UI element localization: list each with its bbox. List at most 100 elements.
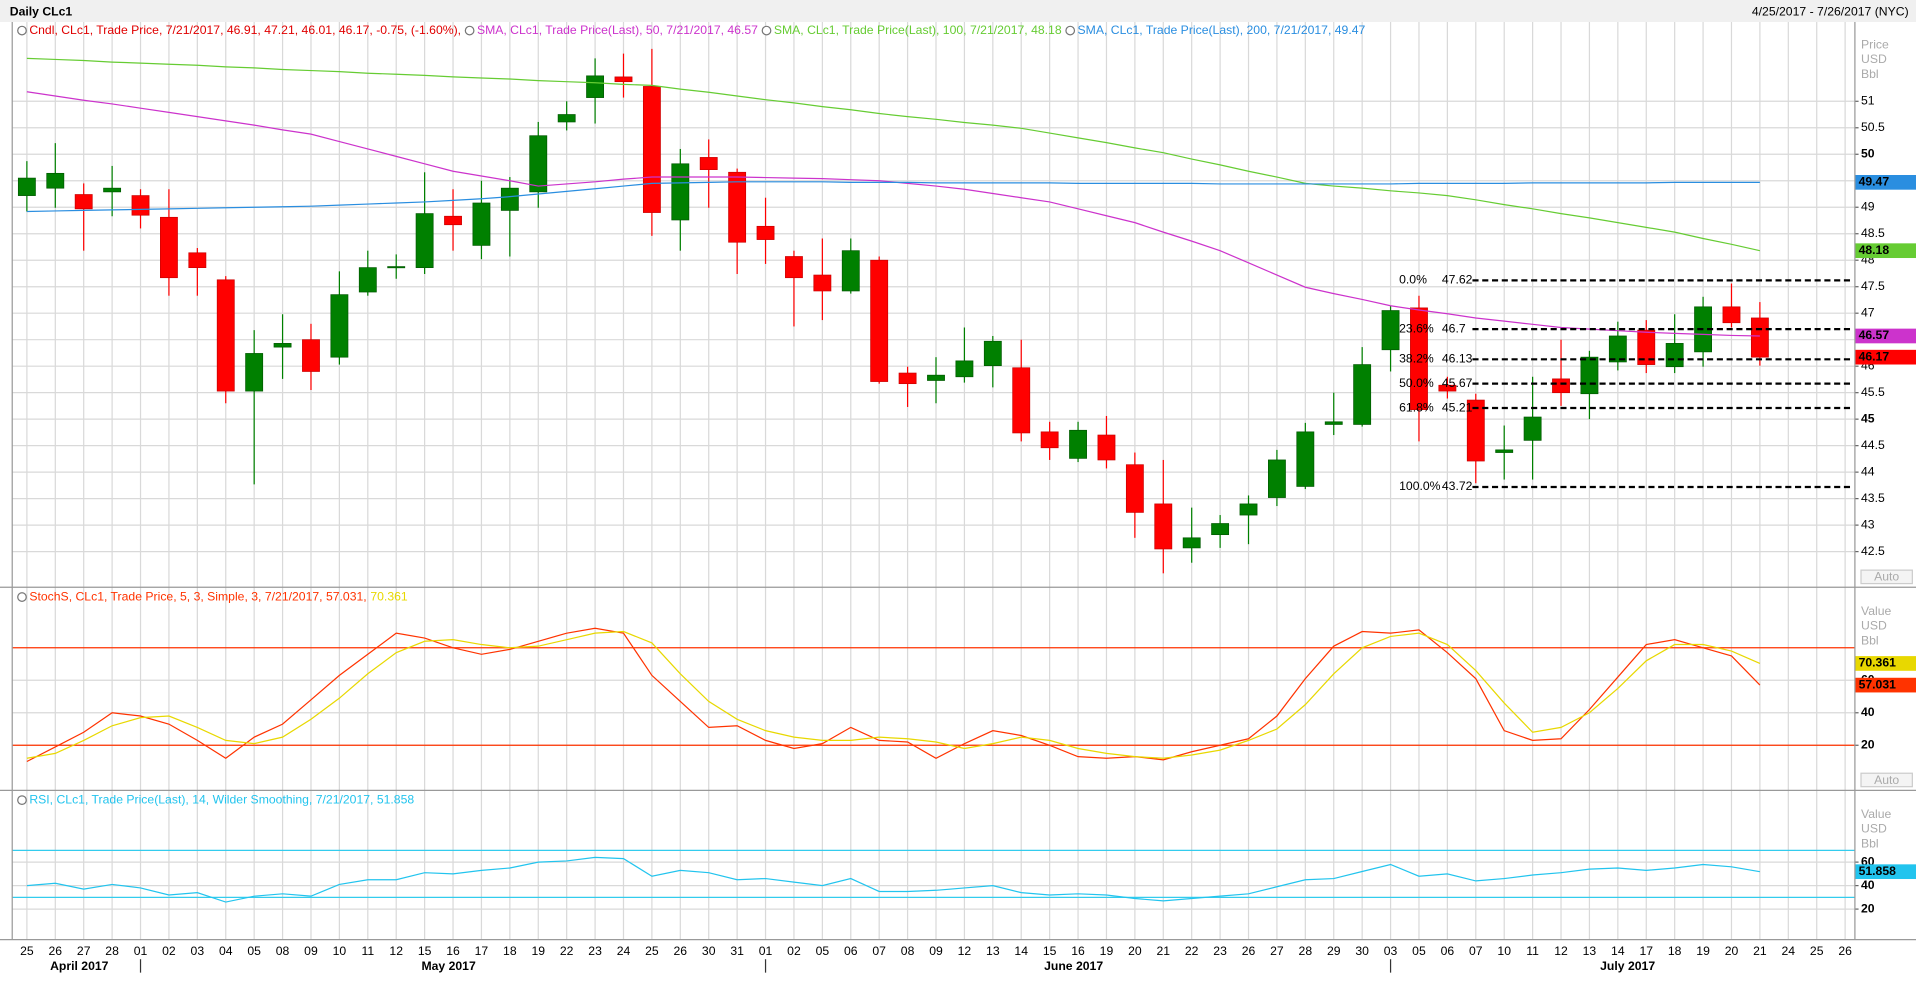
x-tick-label: 20: [1725, 944, 1739, 958]
candle-body: [1523, 416, 1542, 441]
auto-button[interactable]: Auto: [1860, 569, 1913, 585]
legend-entry: RSI, CLc1, Trade Price(Last), 14, Wilder…: [29, 792, 414, 806]
x-tick-label: 04: [219, 944, 233, 958]
legend-entry: SMA, CLc1, Trade Price(Last), 100, 7/21/…: [774, 23, 1062, 37]
candle-body: [216, 279, 235, 392]
x-tick-label: 05: [816, 944, 830, 958]
x-tick-label: 27: [1270, 944, 1284, 958]
fib-value: 45.67: [1442, 376, 1473, 390]
x-tick-label: 31: [730, 944, 744, 958]
candle-body: [273, 343, 292, 348]
y-tick-label: 50.5: [1861, 120, 1885, 134]
auto-button-label: Auto: [1874, 570, 1899, 584]
auto-button-box: [1860, 772, 1913, 788]
value-box-label: 51.858: [1859, 864, 1897, 878]
y-tick-label: 20: [1861, 901, 1875, 915]
candle-body: [1552, 378, 1570, 394]
legend-icon: [761, 25, 772, 36]
candle-body: [642, 86, 661, 213]
candle-body: [557, 114, 576, 123]
candle-body: [1239, 503, 1258, 516]
candle-body: [983, 340, 1002, 367]
x-tick-label: 18: [1668, 944, 1682, 958]
candle-body: [1722, 306, 1741, 324]
value-box: [1854, 656, 1916, 671]
legend-entry: 70.361: [370, 589, 408, 603]
candle-body: [1182, 537, 1201, 549]
candle-body: [1211, 523, 1230, 536]
fib-percent: 61.8%: [1399, 400, 1434, 414]
y-tick-label: 40: [1861, 705, 1875, 719]
x-tick-label: 12: [1554, 944, 1568, 958]
candle-body: [17, 177, 36, 196]
candle-body: [870, 259, 889, 382]
y-tick-label: 40: [1861, 878, 1875, 892]
date-range: 4/25/2017 - 7/26/2017 (NYC): [1752, 4, 1909, 18]
candle-body: [728, 171, 747, 243]
x-tick-label: 03: [1384, 944, 1398, 958]
month-label: July 2017: [1600, 959, 1655, 973]
x-tick-label: 23: [588, 944, 602, 958]
candle-body: [529, 135, 548, 193]
candle-body: [671, 163, 690, 221]
candle-body: [1012, 367, 1031, 434]
candle-body: [841, 250, 860, 292]
x-tick-label: 27: [77, 944, 91, 958]
value-box: [1854, 243, 1916, 259]
x-tick-label: 19: [531, 944, 545, 958]
y-tick-label: 44.5: [1861, 438, 1885, 452]
x-tick-label: 12: [389, 944, 403, 958]
candle-body: [927, 374, 945, 381]
x-tick-label: 26: [674, 944, 688, 958]
candle-body: [1097, 434, 1116, 461]
chart-title: Daily CLc1: [10, 4, 73, 18]
legend-icon: [17, 25, 27, 36]
candle-body: [1069, 429, 1087, 459]
y-tick-label: 45.5: [1861, 385, 1885, 399]
x-tick-label: 02: [787, 944, 801, 958]
candle-body: [1750, 317, 1769, 358]
candle-body: [1466, 399, 1485, 462]
indicator-line: [26, 630, 1761, 759]
x-tick-label: 22: [560, 944, 574, 958]
y-tick-label: 43: [1861, 517, 1875, 531]
x-tick-label: 13: [986, 944, 1000, 958]
legend-entry: Cndl, CLc1, Trade Price, 7/21/2017, 46.9…: [29, 23, 461, 37]
candle-body: [103, 187, 122, 193]
auto-button[interactable]: Auto: [1860, 772, 1913, 788]
y-tick-label: 50: [1861, 146, 1875, 160]
legend-icon: [464, 25, 475, 36]
x-tick-label: 21: [1156, 944, 1170, 958]
candle-body: [1495, 449, 1514, 453]
value-box-label: 57.031: [1859, 677, 1897, 691]
candle-body: [813, 274, 832, 292]
x-tick-label: 07: [872, 944, 886, 958]
y-tick-label: 48.5: [1861, 226, 1885, 240]
x-tick-label: 28: [1299, 944, 1313, 958]
x-tick-label: 23: [1213, 944, 1227, 958]
month-label: May 2017: [421, 959, 476, 973]
x-tick-label: 08: [276, 944, 290, 958]
candle-body: [1324, 421, 1343, 425]
x-tick-label: 25: [20, 944, 34, 958]
x-tick-label: 19: [1696, 944, 1710, 958]
x-tick-label: 05: [1412, 944, 1426, 958]
x-tick-label: 07: [1469, 944, 1483, 958]
x-tick-label: 22: [1185, 944, 1199, 958]
legend-entry: SMA, CLc1, Trade Price(Last), 200, 7/21/…: [1078, 23, 1366, 37]
x-tick-label: 16: [446, 944, 460, 958]
fib-percent: 100.0%: [1399, 479, 1441, 493]
value-box-label: 46.17: [1859, 349, 1890, 363]
candle-body: [1381, 310, 1400, 351]
candle-body: [472, 202, 491, 246]
candle-body: [1296, 431, 1315, 487]
x-tick-label: 11: [361, 944, 374, 958]
candle-body: [614, 76, 633, 83]
y-tick-label: 20: [1861, 737, 1875, 751]
plot-layer: 25 26 27 28 01 02 03 04 05 08 09 10 11 12 15 16 17 18 19 22…: [12, 22, 1916, 973]
x-tick-label: 10: [333, 944, 347, 958]
x-tick-label: 19: [1100, 944, 1114, 958]
candle-body: [1580, 356, 1599, 395]
y-tick-label: 45: [1861, 411, 1875, 425]
candle-body: [955, 360, 974, 378]
